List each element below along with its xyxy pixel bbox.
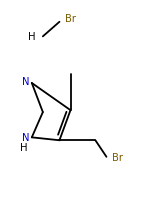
Text: Br: Br [112, 153, 123, 163]
Text: Br: Br [65, 14, 76, 24]
Text: H: H [20, 143, 28, 153]
Text: N: N [22, 77, 29, 87]
Text: H: H [28, 32, 36, 42]
Text: N: N [22, 133, 29, 143]
